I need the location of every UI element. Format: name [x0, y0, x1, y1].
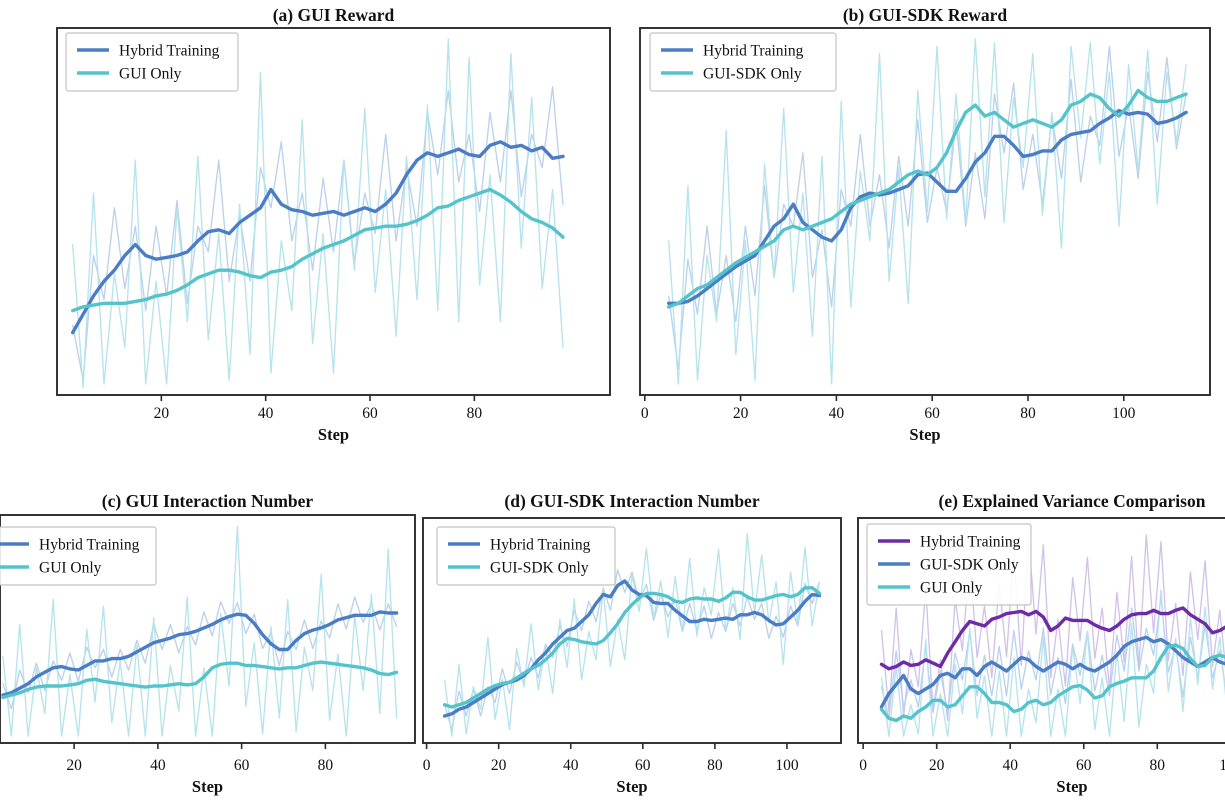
legend-box: [0, 526, 157, 586]
legend-box: [65, 32, 239, 92]
series-line-gui-only-smoothed-: [879, 643, 1225, 723]
series-line-hybrid-training-smoothed-: [1, 610, 399, 697]
plot-area: [1, 525, 399, 737]
axes-box: [422, 517, 842, 744]
legend-label: GUI-SDK Only: [703, 66, 802, 83]
x-tick-label: 80: [707, 757, 723, 774]
legend-label: GUI Only: [920, 580, 983, 597]
series-line-gui-only-raw-: [72, 38, 564, 389]
x-tick-label: 80: [1150, 757, 1166, 774]
plot-area: [70, 38, 565, 389]
chart-b: 0 20 40 60 80 100 (b) GUI-SDK Reward Step Hybrid…: [639, 5, 1211, 444]
legend-label: GUI-SDK Only: [920, 557, 1019, 574]
x-tick-label: 60: [924, 405, 940, 422]
x-axis-label: Step: [616, 777, 647, 796]
legend-label: Hybrid Training: [490, 537, 591, 554]
x-tick-label: 40: [563, 757, 579, 774]
x-tick-label: 20: [154, 405, 170, 422]
legend: Hybrid Training GUI Only: [0, 526, 157, 586]
x-tick-label: 0: [423, 757, 431, 774]
plot-area: [667, 38, 1188, 385]
series-line-gui-sdk-only-smoothed-: [442, 586, 822, 709]
legend-label: Hybrid Training: [119, 43, 220, 60]
chart-a: 20 40 60 80 (a) GUI Reward Step Hybrid Trainin…: [56, 5, 611, 444]
series-line-gui-sdk-only-raw-: [668, 38, 1187, 385]
legend-box: [649, 32, 837, 92]
x-tick-label: 40: [258, 405, 274, 422]
chart-e: 0 20 40 60 80 100 (e) Explained Variance Compa…: [857, 491, 1225, 796]
series-line-gui-sdk-only-smoothed-: [667, 88, 1188, 309]
legend: Hybrid Training GUI-SDK Only GUI Only: [866, 523, 1032, 606]
x-tick-label: 60: [234, 757, 250, 774]
x-tick-label: 80: [318, 757, 334, 774]
x-axis-label: Step: [909, 425, 940, 444]
legend: Hybrid Training GUI-SDK Only: [436, 526, 616, 586]
x-tick-label: 60: [635, 757, 651, 774]
chart-title: (e) Explained Variance Comparison: [939, 491, 1206, 511]
x-tick-label: 60: [1076, 757, 1092, 774]
legend: Hybrid Training GUI-SDK Only: [649, 32, 837, 92]
plot-area: [442, 533, 822, 737]
x-tick-label: 60: [362, 405, 378, 422]
chart-title: (d) GUI-SDK Interaction Number: [504, 491, 759, 511]
legend: Hybrid Training GUI Only: [65, 32, 239, 92]
legend-box: [436, 526, 616, 586]
x-axis-label: Step: [1056, 777, 1087, 796]
chart-d: 0 20 40 60 80 100 (d) GUI-SDK Interaction Numb…: [422, 491, 842, 796]
axes-box: [857, 517, 1225, 744]
axes-box: [56, 27, 611, 396]
x-tick-label: 20: [66, 757, 82, 774]
x-tick-label: 0: [641, 405, 649, 422]
legend-label: Hybrid Training: [703, 43, 804, 60]
series-line-hybrid-training-raw-: [443, 569, 821, 731]
x-tick-label: 20: [929, 757, 945, 774]
series-line-hybrid-training-raw-: [668, 45, 1187, 370]
legend-label: Hybrid Training: [39, 537, 140, 554]
chart-c: 20 40 60 80 (c) GUI Interaction Number Step Hy…: [0, 491, 416, 796]
chart-title: (c) GUI Interaction Number: [102, 491, 314, 511]
x-axis-label: Step: [192, 777, 223, 796]
series-line-gui-sdk-only-smoothed-: [879, 635, 1225, 709]
axes-box: [639, 27, 1211, 396]
legend-box: [866, 523, 1032, 606]
x-tick-label: 40: [1002, 757, 1018, 774]
legend-label: GUI Only: [119, 66, 182, 83]
x-tick-label: 0: [859, 757, 867, 774]
x-tick-label: 100: [1112, 405, 1136, 422]
x-axis-label: Step: [318, 425, 349, 444]
series-line-gui-only-smoothed-: [1, 660, 399, 700]
x-tick-label: 80: [467, 405, 483, 422]
series-line-hybrid-training-smoothed-: [879, 606, 1225, 671]
x-tick-label: 40: [829, 405, 845, 422]
series-line-gui-only-smoothed-: [70, 187, 565, 313]
x-tick-label: 40: [150, 757, 166, 774]
x-tick-label: 20: [733, 405, 749, 422]
chart-title: (b) GUI-SDK Reward: [843, 5, 1008, 25]
series-line-gui-sdk-only-raw-: [443, 533, 821, 737]
x-tick-label: 20: [491, 757, 507, 774]
series-line-hybrid-training-raw-: [72, 86, 564, 381]
x-tick-label: 100: [775, 757, 799, 774]
series-line-hybrid-training-smoothed-: [70, 140, 565, 335]
plot-area: [879, 534, 1225, 737]
axes-box: [0, 514, 416, 744]
x-tick-label: 100: [1219, 757, 1225, 774]
legend-label: GUI-SDK Only: [490, 560, 589, 577]
legend-label: GUI Only: [39, 560, 102, 577]
x-tick-label: 80: [1020, 405, 1036, 422]
legend-label: Hybrid Training: [920, 534, 1021, 551]
series-line-hybrid-training-raw-: [880, 534, 1225, 722]
series-line-hybrid-training-raw-: [2, 596, 398, 710]
chart-title: (a) GUI Reward: [273, 5, 395, 25]
